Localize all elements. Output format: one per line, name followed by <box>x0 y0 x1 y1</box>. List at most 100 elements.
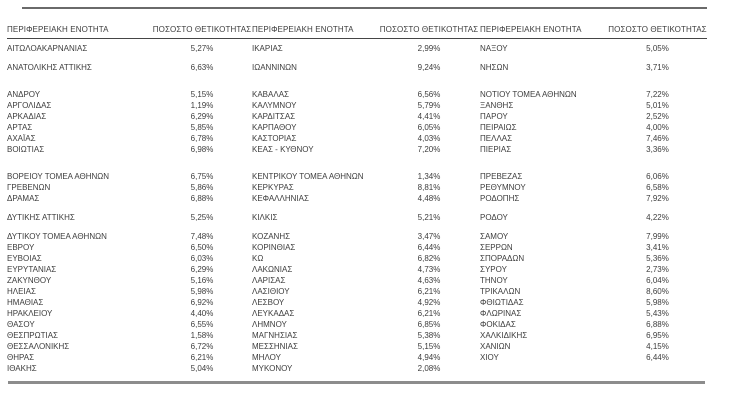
region-name: ΔΥΤΙΚΟΥ ΤΟΜΕΑ ΑΘΗΝΩΝ <box>7 232 107 241</box>
table-row: ΑΙΤΩΛΟΑΚΑΡΝΑΝΙΑΣ 5,27% ΙΚΑΡΙΑΣ 2,99% ΝΑΞΟΥ 5,… <box>7 39 707 55</box>
positivity-value: 4,15% <box>646 342 669 351</box>
positivity-value: 6,29% <box>190 112 214 121</box>
table-row: ΖΑΚΥΝΘΟΥ 5,16% ΛΑΡΙΣΑΣ 4,63% ΤΗΝΟΥ 6,04% <box>7 275 707 286</box>
table-row: ΕΥΒΟΙΑΣ 6,03% ΚΩ 6,82% ΣΠΟΡΑΔΩΝ 5,36% <box>7 253 707 264</box>
spacer-cell <box>7 81 707 89</box>
spacer-row <box>7 163 707 171</box>
region-name: ΘΕΣΠΡΩΤΙΑΣ <box>7 331 58 340</box>
region-name: ΚΟΡΙΝΘΙΑΣ <box>252 243 296 252</box>
positivity-value: 6,98% <box>190 145 214 154</box>
positivity-value: 7,48% <box>190 232 214 241</box>
positivity-value: 4,03% <box>417 134 441 143</box>
region-name: ΠΕΛΛΑΣ <box>480 134 513 143</box>
positivity-table: ΠΕΡΙΦΕΡΕΙΑΚΗ ΕΝΟΤΗΤΑ ΠΟΣΟΣΤΟ ΘΕΤΙΚΟΤΗΤΑΣ… <box>7 22 707 374</box>
region-name: ΒΟΡΕΙΟΥ ΤΟΜΕΑ ΑΘΗΝΩΝ <box>7 172 110 181</box>
region-name: ΣΑΜΟΥ <box>480 232 509 241</box>
table-row: ΗΡΑΚΛΕΙΟΥ 4,40% ΛΕΥΚΑΔΑΣ 6,21% ΦΛΩΡΙΝΑΣ 5,43% <box>7 308 707 319</box>
positivity-value: 6,78% <box>190 134 214 143</box>
region-name: ΕΥΒΟΙΑΣ <box>7 254 42 263</box>
header-row: ΠΕΡΙΦΕΡΕΙΑΚΗ ΕΝΟΤΗΤΑ ΠΟΣΟΣΤΟ ΘΕΤΙΚΟΤΗΤΑΣ… <box>7 22 707 39</box>
table-row: ΕΥΡΥΤΑΝΙΑΣ 6,29% ΛΑΚΩΝΙΑΣ 4,73% ΣΥΡΟΥ 2,73% <box>7 264 707 275</box>
positivity-value: 4,48% <box>417 194 441 203</box>
region-name: ΧΑΝΙΩΝ <box>480 342 511 351</box>
positivity-value: 5,05% <box>646 44 669 53</box>
region-name: ΑΧΑΪΑΣ <box>7 134 36 143</box>
region-name: ΛΑΣΙΘΙΟΥ <box>252 287 290 296</box>
table-row: ΒΟΡΕΙΟΥ ΤΟΜΕΑ ΑΘΗΝΩΝ 6,75% ΚΕΝΤΡΙΚΟΥ ΤΟΜΕΑ… <box>7 171 707 182</box>
region-name: ΜΥΚΟΝΟΥ <box>252 364 293 373</box>
positivity-header: ΠΟΣΟΣΤΟ ΘΕΤΙΚΟΤΗΤΑΣ <box>608 22 707 39</box>
positivity-value: 5,86% <box>190 183 214 192</box>
positivity-value: 6,95% <box>646 331 669 340</box>
positivity-value: 1,34% <box>417 172 441 181</box>
region-name: ΡΕΘΥΜΝΟΥ <box>480 183 526 192</box>
region-name: ΚΑΡΠΑΘΟΥ <box>252 123 297 132</box>
positivity-value: 6,21% <box>417 287 441 296</box>
region-name: ΘΕΣΣΑΛΟΝΙΚΗΣ <box>7 342 70 351</box>
positivity-value: 6,85% <box>417 320 441 329</box>
region-name: ΔΡΑΜΑΣ <box>7 194 40 203</box>
table-row: ΑΝΔΡΟΥ 5,15% ΚΑΒΑΛΑΣ 6,56% ΝΟΤΙΟΥ ΤΟΜΕΑ ΑΘΗΝ… <box>7 89 707 100</box>
positivity-value: 6,03% <box>190 254 214 263</box>
positivity-value: 8,81% <box>417 183 441 192</box>
region-name: ΦΟΚΙΔΑΣ <box>480 320 516 329</box>
spacer-cell <box>7 204 707 212</box>
positivity-value: 6,44% <box>646 353 669 362</box>
region-name: ΑΝΔΡΟΥ <box>7 90 41 99</box>
spacer-row <box>7 54 707 62</box>
positivity-value: 6,75% <box>190 172 214 181</box>
table-row: ΗΛΕΙΑΣ 5,98% ΛΑΣΙΘΙΟΥ 6,21% ΤΡΙΚΑΛΩΝ 8,60% <box>7 286 707 297</box>
positivity-value: 6,88% <box>190 194 214 203</box>
positivity-value: 4,22% <box>646 213 669 222</box>
region-name: ΗΜΑΘΙΑΣ <box>7 298 44 307</box>
positivity-value: 5,15% <box>190 90 214 99</box>
positivity-value: 6,56% <box>417 90 441 99</box>
positivity-value: 6,29% <box>190 265 214 274</box>
positivity-value: 3,36% <box>646 145 669 154</box>
spacer-row <box>7 81 707 89</box>
region-name: ΛΑΡΙΣΑΣ <box>252 276 286 285</box>
region-name: ΚΩ <box>252 254 264 263</box>
positivity-value: 7,20% <box>417 145 441 154</box>
positivity-value: 3,71% <box>646 63 669 72</box>
positivity-value: 3,41% <box>646 243 669 252</box>
spacer-cell <box>7 223 707 231</box>
positivity-value: 5,98% <box>190 287 214 296</box>
table-header: ΠΕΡΙΦΕΡΕΙΑΚΗ ΕΝΟΤΗΤΑ ΠΟΣΟΣΤΟ ΘΕΤΙΚΟΤΗΤΑΣ… <box>7 22 707 39</box>
table-row: ΑΡΚΑΔΙΑΣ 6,29% ΚΑΡΔΙΤΣΑΣ 4,41% ΠΑΡΟΥ 2,52% <box>7 111 707 122</box>
table-row: ΘΕΣΣΑΛΟΝΙΚΗΣ 6,72% ΜΕΣΣΗΝΙΑΣ 5,15% ΧΑΝΙΩΝ 4,1… <box>7 341 707 352</box>
positivity-value: 2,08% <box>417 364 441 373</box>
positivity-value: 6,05% <box>417 123 441 132</box>
region-name: ΦΘΙΩΤΙΔΑΣ <box>480 298 524 307</box>
region-name: ΗΛΕΙΑΣ <box>7 287 36 296</box>
positivity-value: 1,58% <box>190 331 214 340</box>
positivity-value: 3,47% <box>417 232 441 241</box>
positivity-value: 6,04% <box>646 276 669 285</box>
region-name: ΑΙΤΩΛΟΑΚΑΡΝΑΝΙΑΣ <box>7 44 88 53</box>
positivity-value: 4,94% <box>417 353 441 362</box>
table-row: ΓΡΕΒΕΝΩΝ 5,86% ΚΕΡΚΥΡΑΣ 8,81% ΡΕΘΥΜΝΟΥ 6,58% <box>7 182 707 193</box>
region-name: ΑΡΤΑΣ <box>7 123 33 132</box>
region-name: ΠΡΕΒΕΖΑΣ <box>480 172 523 181</box>
region-name: ΔΥΤΙΚΗΣ ΑΤΤΙΚΗΣ <box>7 213 75 222</box>
table-row: ΑΧΑΪΑΣ 6,78% ΚΑΣΤΟΡΙΑΣ 4,03% ΠΕΛΛΑΣ 7,46% <box>7 133 707 144</box>
positivity-value: 8,60% <box>646 287 669 296</box>
region-name: ΙΚΑΡΙΑΣ <box>252 44 283 53</box>
positivity-value: 9,24% <box>417 63 441 72</box>
positivity-value: 5,79% <box>417 101 441 110</box>
table-row: ΑΝΑΤΟΛΙΚΗΣ ΑΤΤΙΚΗΣ 6,63% ΙΩΑΝΝΙΝΩΝ 9,24% ΝΗΣ… <box>7 62 707 73</box>
region-name: ΚΙΛΚΙΣ <box>252 213 278 222</box>
positivity-header: ΠΟΣΟΣΤΟ ΘΕΤΙΚΟΤΗΤΑΣ <box>152 22 252 39</box>
spacer-cell <box>7 155 707 163</box>
positivity-value: 6,72% <box>190 342 214 351</box>
positivity-value: 6,21% <box>417 309 441 318</box>
positivity-value: 5,04% <box>190 364 214 373</box>
top-rule <box>22 7 707 9</box>
positivity-value: 4,40% <box>190 309 214 318</box>
positivity-header: ΠΟΣΟΣΤΟ ΘΕΤΙΚΟΤΗΤΑΣ <box>378 22 480 39</box>
table-row: ΔΡΑΜΑΣ 6,88% ΚΕΦΑΛΛΗΝΙΑΣ 4,48% ΡΟΔΟΠΗΣ 7,92% <box>7 193 707 204</box>
region-name: ΣΕΡΡΩΝ <box>480 243 513 252</box>
table-row: ΑΡΓΟΛΙΔΑΣ 1,19% ΚΑΛΥΜΝΟΥ 5,79% ΞΑΝΘΗΣ 5,01% <box>7 100 707 111</box>
region-name: ΑΡΚΑΔΙΑΣ <box>7 112 47 121</box>
